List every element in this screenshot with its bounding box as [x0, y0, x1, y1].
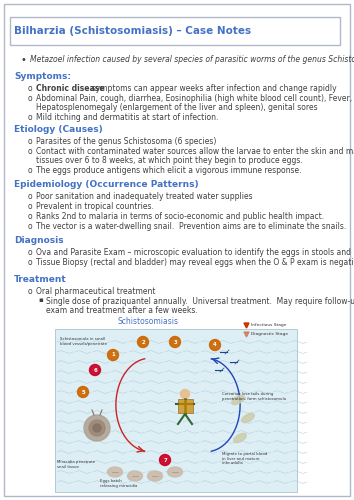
Text: 7: 7 [163, 458, 167, 462]
Circle shape [78, 386, 88, 398]
Ellipse shape [234, 434, 246, 442]
Text: Metazoel infection caused by several species of parasitic worms of the genus Sch: Metazoel infection caused by several spe… [30, 55, 354, 64]
Text: Single dose of praziquantel annually.  Universal treatment.  May require follow-: Single dose of praziquantel annually. Un… [46, 297, 354, 306]
Text: Poor sanitation and inadequately treated water supplies: Poor sanitation and inadequately treated… [36, 192, 253, 201]
Circle shape [89, 420, 105, 436]
FancyBboxPatch shape [10, 17, 340, 45]
Text: Bilharzia (Schistosomiasis) – Case Notes: Bilharzia (Schistosomiasis) – Case Notes [14, 26, 251, 36]
Circle shape [84, 415, 110, 441]
Text: o: o [28, 113, 33, 122]
Text: exam and treatment after a few weeks.: exam and treatment after a few weeks. [46, 306, 198, 315]
Ellipse shape [232, 396, 244, 404]
Text: •: • [20, 55, 26, 65]
Text: The vector is a water-dwelling snail.  Prevention aims are to eliminate the snai: The vector is a water-dwelling snail. Pr… [36, 222, 346, 231]
Text: o: o [28, 192, 33, 201]
Text: 2: 2 [141, 340, 145, 344]
Text: o: o [28, 166, 33, 175]
Polygon shape [244, 332, 249, 337]
Circle shape [137, 336, 148, 347]
Text: o: o [28, 94, 33, 103]
Text: o: o [28, 202, 33, 211]
Text: Miracidia penetrate
snail tissue: Miracidia penetrate snail tissue [57, 460, 95, 468]
Text: Cercariae lose tails during
penetration; form schistosomula: Cercariae lose tails during penetration;… [222, 392, 286, 400]
Text: o: o [28, 248, 33, 257]
Text: 6: 6 [93, 368, 97, 372]
Circle shape [170, 336, 181, 347]
Text: ▪: ▪ [38, 297, 43, 303]
Circle shape [108, 350, 119, 360]
Text: o: o [28, 222, 33, 231]
Text: The eggs produce antigens which elicit a vigorous immune response.: The eggs produce antigens which elicit a… [36, 166, 302, 175]
Text: Etiology (Causes): Etiology (Causes) [14, 125, 103, 134]
Text: Parasites of the genus Schistosoma (6 species): Parasites of the genus Schistosoma (6 sp… [36, 137, 216, 146]
Text: 4: 4 [213, 342, 217, 347]
Text: Oral pharmaceutical treatment: Oral pharmaceutical treatment [36, 287, 155, 296]
Text: o: o [28, 137, 33, 146]
Ellipse shape [108, 467, 122, 477]
Text: Diagnosis: Diagnosis [14, 236, 64, 245]
Text: Symptoms:: Symptoms: [14, 72, 71, 81]
Ellipse shape [127, 471, 143, 481]
Circle shape [90, 364, 101, 376]
FancyBboxPatch shape [4, 4, 350, 496]
Ellipse shape [148, 471, 162, 481]
Text: – symptoms can appear weeks after infection and change rapidly: – symptoms can appear weeks after infect… [83, 84, 337, 93]
Text: Eggs hatch
releasing miracidia: Eggs hatch releasing miracidia [100, 480, 137, 488]
Circle shape [93, 424, 101, 432]
FancyBboxPatch shape [55, 329, 297, 492]
Text: Tissue Biopsy (rectal and bladder) may reveal eggs when the O & P exam is negati: Tissue Biopsy (rectal and bladder) may r… [36, 258, 354, 267]
Text: Chronic disease: Chronic disease [36, 84, 104, 93]
Text: Treatment: Treatment [14, 275, 67, 284]
Text: Mild itching and dermatitis at start of infection.: Mild itching and dermatitis at start of … [36, 113, 218, 122]
Text: o: o [28, 258, 33, 267]
FancyBboxPatch shape [177, 398, 193, 412]
Text: o: o [28, 287, 33, 296]
Circle shape [160, 454, 171, 466]
Text: o: o [28, 147, 33, 156]
Text: Schistosomiasis: Schistosomiasis [118, 317, 179, 326]
Text: Infectious Stage: Infectious Stage [251, 323, 286, 327]
Text: Schistosomula in small
blood vessels/penetrate: Schistosomula in small blood vessels/pen… [60, 337, 107, 345]
Polygon shape [244, 323, 249, 328]
Text: Migrate to portal blood
in liver and mature
into adults: Migrate to portal blood in liver and mat… [222, 452, 267, 465]
Text: Ova and Parasite Exam – microscopic evaluation to identify the eggs in stools an: Ova and Parasite Exam – microscopic eval… [36, 248, 354, 257]
Text: Abdominal Pain, cough, diarrhea, Eosinophilia (high white blood cell count), Fev: Abdominal Pain, cough, diarrhea, Eosinop… [36, 94, 354, 103]
Text: Prevalent in tropical countries.: Prevalent in tropical countries. [36, 202, 154, 211]
Text: Epidemiology (Occurrence Patterns): Epidemiology (Occurrence Patterns) [14, 180, 199, 189]
Text: Contact with contaminated water sources allow the larvae to enter the skin and m: Contact with contaminated water sources … [36, 147, 354, 156]
Circle shape [210, 340, 221, 350]
Text: Diagnostic Stage: Diagnostic Stage [251, 332, 288, 336]
Text: Ranks 2nd to malaria in terms of socio-economic and public health impact.: Ranks 2nd to malaria in terms of socio-e… [36, 212, 324, 221]
Text: tissues over 6 to 8 weeks, at which point they begin to produce eggs.: tissues over 6 to 8 weeks, at which poin… [36, 156, 303, 165]
Text: 5: 5 [81, 390, 85, 394]
Ellipse shape [242, 414, 254, 422]
Circle shape [181, 390, 189, 398]
Ellipse shape [167, 467, 183, 477]
Text: 1: 1 [111, 352, 115, 358]
Text: Hepatosplenomegaly (enlargement of the liver and spleen), genital sores: Hepatosplenomegaly (enlargement of the l… [36, 103, 318, 112]
Text: 3: 3 [173, 340, 177, 344]
Text: o: o [28, 212, 33, 221]
Text: o: o [28, 84, 33, 93]
